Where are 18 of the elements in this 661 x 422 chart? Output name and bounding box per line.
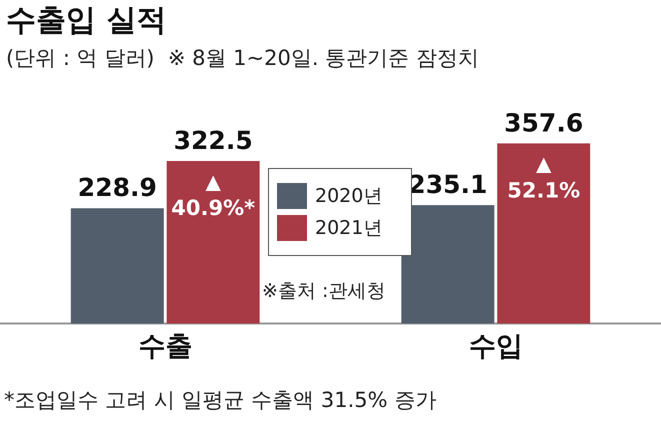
data-label: 357.6: [504, 108, 584, 138]
bar: [70, 208, 164, 324]
annotation: ▲ 40.9%*: [171, 169, 256, 220]
chart-subtitle: (단위 : 억 달러) ※ 8월 1~20일. 통관기준 잠정치: [6, 45, 479, 72]
bar: [497, 143, 590, 324]
legend-label: 2020년: [315, 184, 382, 209]
annotation: ▲ 52.1%: [507, 152, 580, 202]
chart-title: 수출입 실적: [6, 2, 166, 40]
data-label: 228.9: [78, 173, 157, 202]
legend-label: 2021년: [315, 216, 382, 241]
annotation: ※출처 :관세청: [262, 279, 386, 304]
data-label: 322.5: [174, 126, 253, 156]
x-tick-label: 수입: [468, 330, 523, 362]
bar: [401, 205, 494, 324]
data-label: 235.1: [408, 170, 488, 200]
bar: [166, 161, 260, 324]
x-tick-label: 수출: [138, 330, 192, 362]
text: *조업일수 고려 시 일평균 수출액 31.5% 증가: [4, 387, 436, 414]
